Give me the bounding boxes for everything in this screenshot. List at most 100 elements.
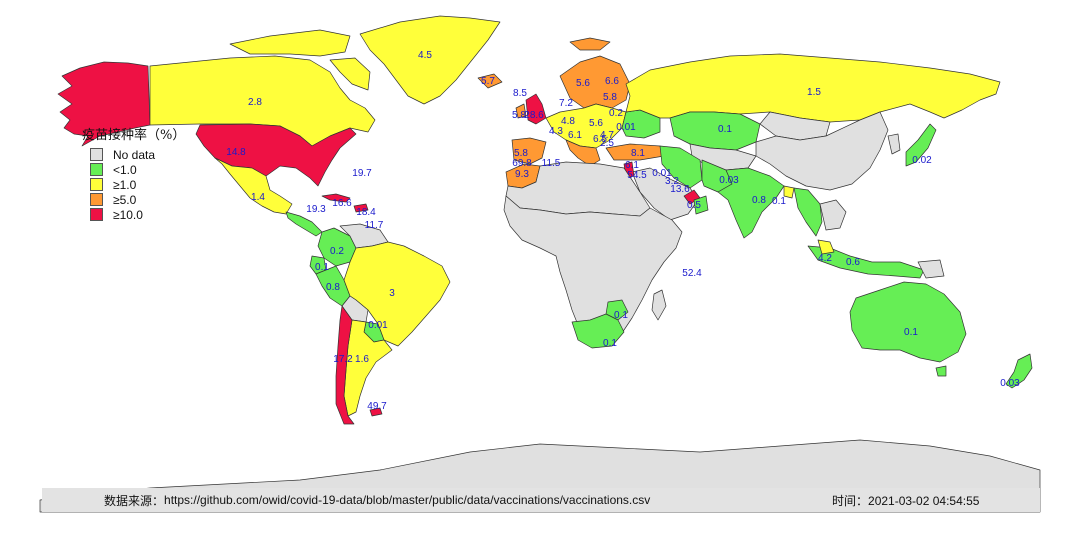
value-label: 14.8	[226, 147, 246, 158]
footer-bar: 数据来源： https://github.com/owid/covid-19-d…	[42, 488, 1040, 512]
value-label: 5.7	[481, 76, 495, 87]
region-africa	[503, 195, 683, 347]
region-new-zealand	[1005, 353, 1033, 389]
legend-swatch	[90, 208, 103, 221]
value-label: 9.3	[515, 169, 529, 180]
value-label: 28.6	[524, 110, 544, 121]
value-label: 11.7	[365, 220, 384, 231]
value-label: 0.1	[904, 327, 918, 338]
value-label: 18.4	[356, 207, 376, 218]
value-label: 54.5	[627, 170, 647, 181]
value-label: 0.2	[609, 108, 623, 119]
legend-swatch	[90, 163, 103, 176]
value-label: 1.5	[807, 87, 821, 98]
value-label: 4.7	[600, 130, 614, 141]
legend-item-ge-5: ≥5.0	[82, 192, 185, 207]
legend-label: ≥5.0	[113, 192, 137, 207]
legend-item-lt-1: <1.0	[82, 162, 185, 177]
region-korea	[887, 133, 901, 155]
value-label: 0.01	[652, 168, 672, 179]
value-label: 69.8	[512, 158, 532, 169]
region-iran	[659, 145, 703, 189]
region-greenland	[359, 15, 501, 105]
value-label: 0.1	[603, 338, 617, 349]
value-label: 11.5	[542, 158, 561, 169]
value-label: 52.4	[682, 268, 702, 279]
label-layer: 4.52.814.81.419.719.316.618.411.70.20.10…	[226, 50, 1020, 412]
value-label: 0.03	[719, 175, 739, 186]
value-label: 19.7	[352, 168, 372, 179]
value-label: 3	[389, 288, 395, 299]
value-label: 7.2	[559, 98, 573, 109]
legend-item-no-data: No data	[82, 147, 185, 162]
value-label: 4.8	[561, 116, 575, 127]
region-tasmania	[935, 365, 947, 377]
region-central-america	[285, 211, 323, 237]
source-label: 数据来源：	[104, 493, 165, 508]
region-china	[755, 111, 889, 191]
region-iberia	[511, 137, 547, 165]
legend-label: ≥10.0	[113, 207, 143, 222]
value-label: 0.8	[326, 282, 340, 293]
value-label: 2.5	[600, 138, 614, 149]
value-label: 5.6	[576, 78, 590, 89]
value-label: 0.01	[368, 320, 388, 331]
time-value: 2021-03-02 04:54:55	[868, 493, 980, 508]
value-label: 19.3	[306, 204, 326, 215]
value-label: 4.2	[818, 253, 832, 264]
region-chile	[335, 305, 355, 425]
region-south-africa	[571, 313, 625, 349]
value-label: 5.8	[603, 92, 617, 103]
region-cuba	[321, 193, 351, 203]
region-canada-arctic	[229, 29, 351, 57]
region-arabia	[631, 167, 699, 221]
region-oman	[693, 195, 709, 215]
value-label: 0.2	[330, 246, 344, 257]
value-label: 6.5	[593, 134, 607, 145]
region-madagascar	[651, 289, 667, 321]
legend-swatch	[90, 148, 103, 161]
region-alaska	[57, 61, 151, 147]
region-baffin	[329, 57, 371, 91]
value-label: 0.6	[846, 257, 860, 268]
legend-label: ≥1.0	[113, 177, 137, 192]
region-caribbean	[353, 203, 369, 213]
region-indonesia	[807, 245, 925, 279]
region-iceland	[477, 73, 503, 89]
legend-items: No data <1.0 ≥1.0 ≥5.0 ≥10.0	[82, 147, 185, 222]
value-label: 16.6	[332, 198, 352, 209]
region-scandinavia	[559, 55, 631, 109]
region-zimbabwe	[605, 299, 629, 321]
value-label: 0.1	[315, 262, 329, 273]
value-label: 17.2	[333, 354, 353, 365]
value-label: 8.5	[513, 88, 527, 99]
source-url: https://github.com/owid/covid-19-data/bl…	[164, 493, 651, 507]
value-label: 8.1	[631, 148, 645, 159]
region-bangladesh	[783, 185, 795, 199]
region-falklands	[369, 407, 383, 417]
land-layer	[39, 15, 1041, 513]
value-label: 6.6	[605, 76, 619, 87]
value-label: 13.6	[670, 184, 690, 195]
region-myanmar-thailand	[793, 187, 823, 237]
value-label: 4.3	[549, 126, 563, 137]
value-label: 0.1	[718, 124, 732, 135]
value-label: 2.8	[248, 97, 262, 108]
value-label: 1.4	[251, 192, 265, 203]
region-ireland	[515, 103, 527, 119]
region-new-guinea	[917, 259, 945, 279]
value-label: 3.2	[665, 176, 679, 187]
value-label: 5.8	[512, 110, 526, 121]
region-japan	[905, 123, 937, 167]
region-italy-balkans	[565, 139, 601, 167]
value-label: 0.1	[614, 310, 628, 321]
region-mexico	[214, 157, 293, 215]
value-label: 0.1	[772, 196, 786, 207]
value-label: 4.5	[418, 50, 432, 61]
region-svalbard	[569, 37, 611, 51]
legend-label: No data	[113, 147, 156, 162]
value-label: 1.6	[355, 354, 369, 365]
value-label: 49.7	[367, 401, 387, 412]
legend-swatch	[90, 178, 103, 191]
